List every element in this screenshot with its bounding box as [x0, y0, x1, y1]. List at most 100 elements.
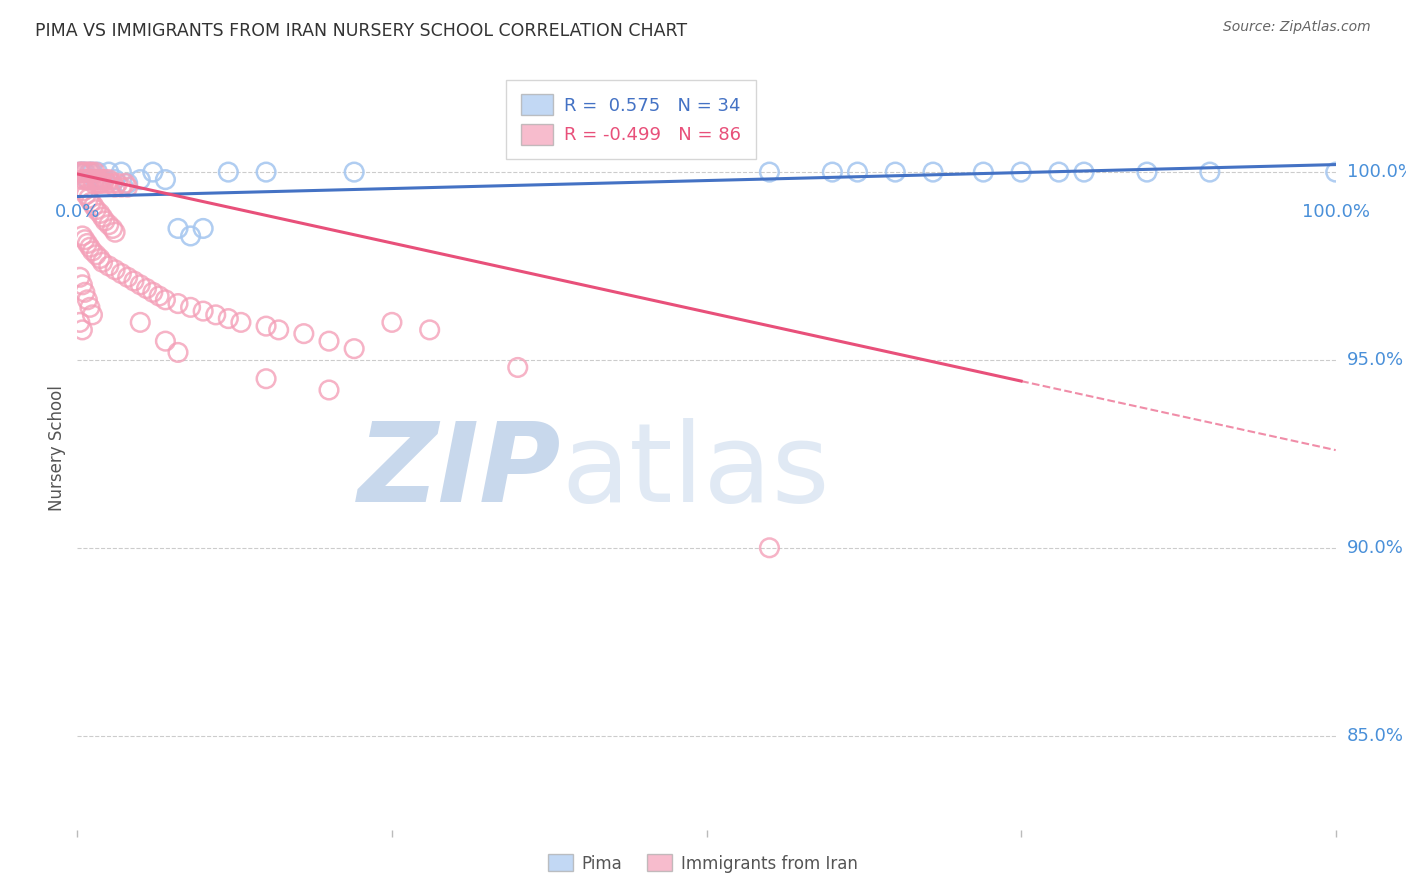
Point — [110, 267, 132, 281]
Point — [73, 233, 96, 247]
Point — [97, 165, 120, 179]
Point — [84, 172, 107, 186]
Point — [90, 172, 112, 186]
Point — [94, 214, 117, 228]
Point — [72, 172, 94, 186]
Point — [267, 323, 290, 337]
Point — [73, 172, 96, 186]
Point — [79, 240, 101, 254]
Point — [1136, 165, 1159, 179]
Point — [87, 172, 110, 186]
Point — [167, 221, 190, 235]
Point — [117, 270, 139, 285]
Text: 0.0%: 0.0% — [55, 202, 100, 220]
Point — [117, 180, 139, 194]
Point — [506, 360, 529, 375]
Point — [104, 262, 127, 277]
Text: 85.0%: 85.0% — [1347, 727, 1403, 745]
Point — [758, 541, 780, 555]
Point — [110, 165, 132, 179]
Point — [318, 334, 340, 348]
Point — [129, 277, 152, 292]
Point — [89, 206, 111, 220]
Point — [76, 293, 98, 307]
Point — [84, 202, 107, 217]
Point — [292, 326, 315, 341]
Point — [76, 236, 98, 251]
Point — [217, 165, 239, 179]
Point — [97, 218, 120, 232]
Point — [72, 277, 94, 292]
Point — [229, 315, 252, 329]
Point — [97, 172, 120, 186]
Point — [83, 177, 105, 191]
Point — [117, 177, 139, 191]
Text: atlas: atlas — [562, 417, 831, 524]
Point — [79, 301, 101, 315]
Text: ZIP: ZIP — [359, 417, 562, 524]
Point — [96, 177, 118, 191]
Point — [204, 308, 226, 322]
Point — [155, 172, 177, 186]
Point — [72, 184, 94, 198]
Point — [381, 315, 404, 329]
Point — [107, 177, 129, 191]
Point — [75, 165, 97, 179]
Point — [254, 319, 277, 334]
Point — [1073, 165, 1095, 179]
Point — [72, 165, 94, 179]
Point — [73, 285, 96, 300]
Point — [343, 165, 366, 179]
Point — [254, 372, 277, 386]
Point — [77, 191, 100, 205]
Point — [91, 177, 114, 191]
Point — [114, 177, 136, 191]
Point — [80, 165, 103, 179]
Point — [821, 165, 844, 179]
Text: 100.0%: 100.0% — [1302, 202, 1369, 220]
Point — [82, 165, 104, 179]
Point — [155, 334, 177, 348]
Point — [91, 210, 114, 224]
Point — [83, 199, 105, 213]
Point — [758, 165, 780, 179]
Point — [135, 281, 157, 295]
Point — [148, 289, 170, 303]
Point — [89, 177, 111, 191]
Point — [91, 255, 114, 269]
Point — [101, 177, 124, 191]
Text: Source: ZipAtlas.com: Source: ZipAtlas.com — [1223, 20, 1371, 34]
Point — [922, 165, 945, 179]
Point — [104, 180, 127, 194]
Point — [82, 172, 104, 186]
Point — [1324, 165, 1347, 179]
Text: PIMA VS IMMIGRANTS FROM IRAN NURSERY SCHOOL CORRELATION CHART: PIMA VS IMMIGRANTS FROM IRAN NURSERY SCH… — [35, 22, 688, 40]
Point — [104, 225, 127, 239]
Point — [82, 308, 104, 322]
Point — [76, 172, 98, 186]
Point — [77, 165, 100, 179]
Point — [72, 229, 94, 244]
Point — [972, 165, 994, 179]
Point — [191, 304, 215, 318]
Point — [254, 165, 277, 179]
Point — [884, 165, 907, 179]
Legend: R =  0.575   N = 34, R = -0.499   N = 86: R = 0.575 N = 34, R = -0.499 N = 86 — [506, 79, 755, 160]
Point — [97, 259, 120, 273]
Point — [86, 177, 108, 191]
Point — [84, 165, 107, 179]
Point — [75, 187, 97, 202]
Point — [217, 311, 239, 326]
Point — [142, 165, 165, 179]
Legend: Pima, Immigrants from Iran: Pima, Immigrants from Iran — [541, 847, 865, 880]
Point — [419, 323, 441, 337]
Text: 90.0%: 90.0% — [1347, 539, 1403, 557]
Point — [84, 172, 107, 186]
Point — [142, 285, 165, 300]
Point — [70, 165, 93, 179]
Point — [104, 172, 127, 186]
Point — [69, 315, 91, 329]
Point — [69, 165, 91, 179]
Point — [94, 172, 117, 186]
Point — [73, 165, 96, 179]
